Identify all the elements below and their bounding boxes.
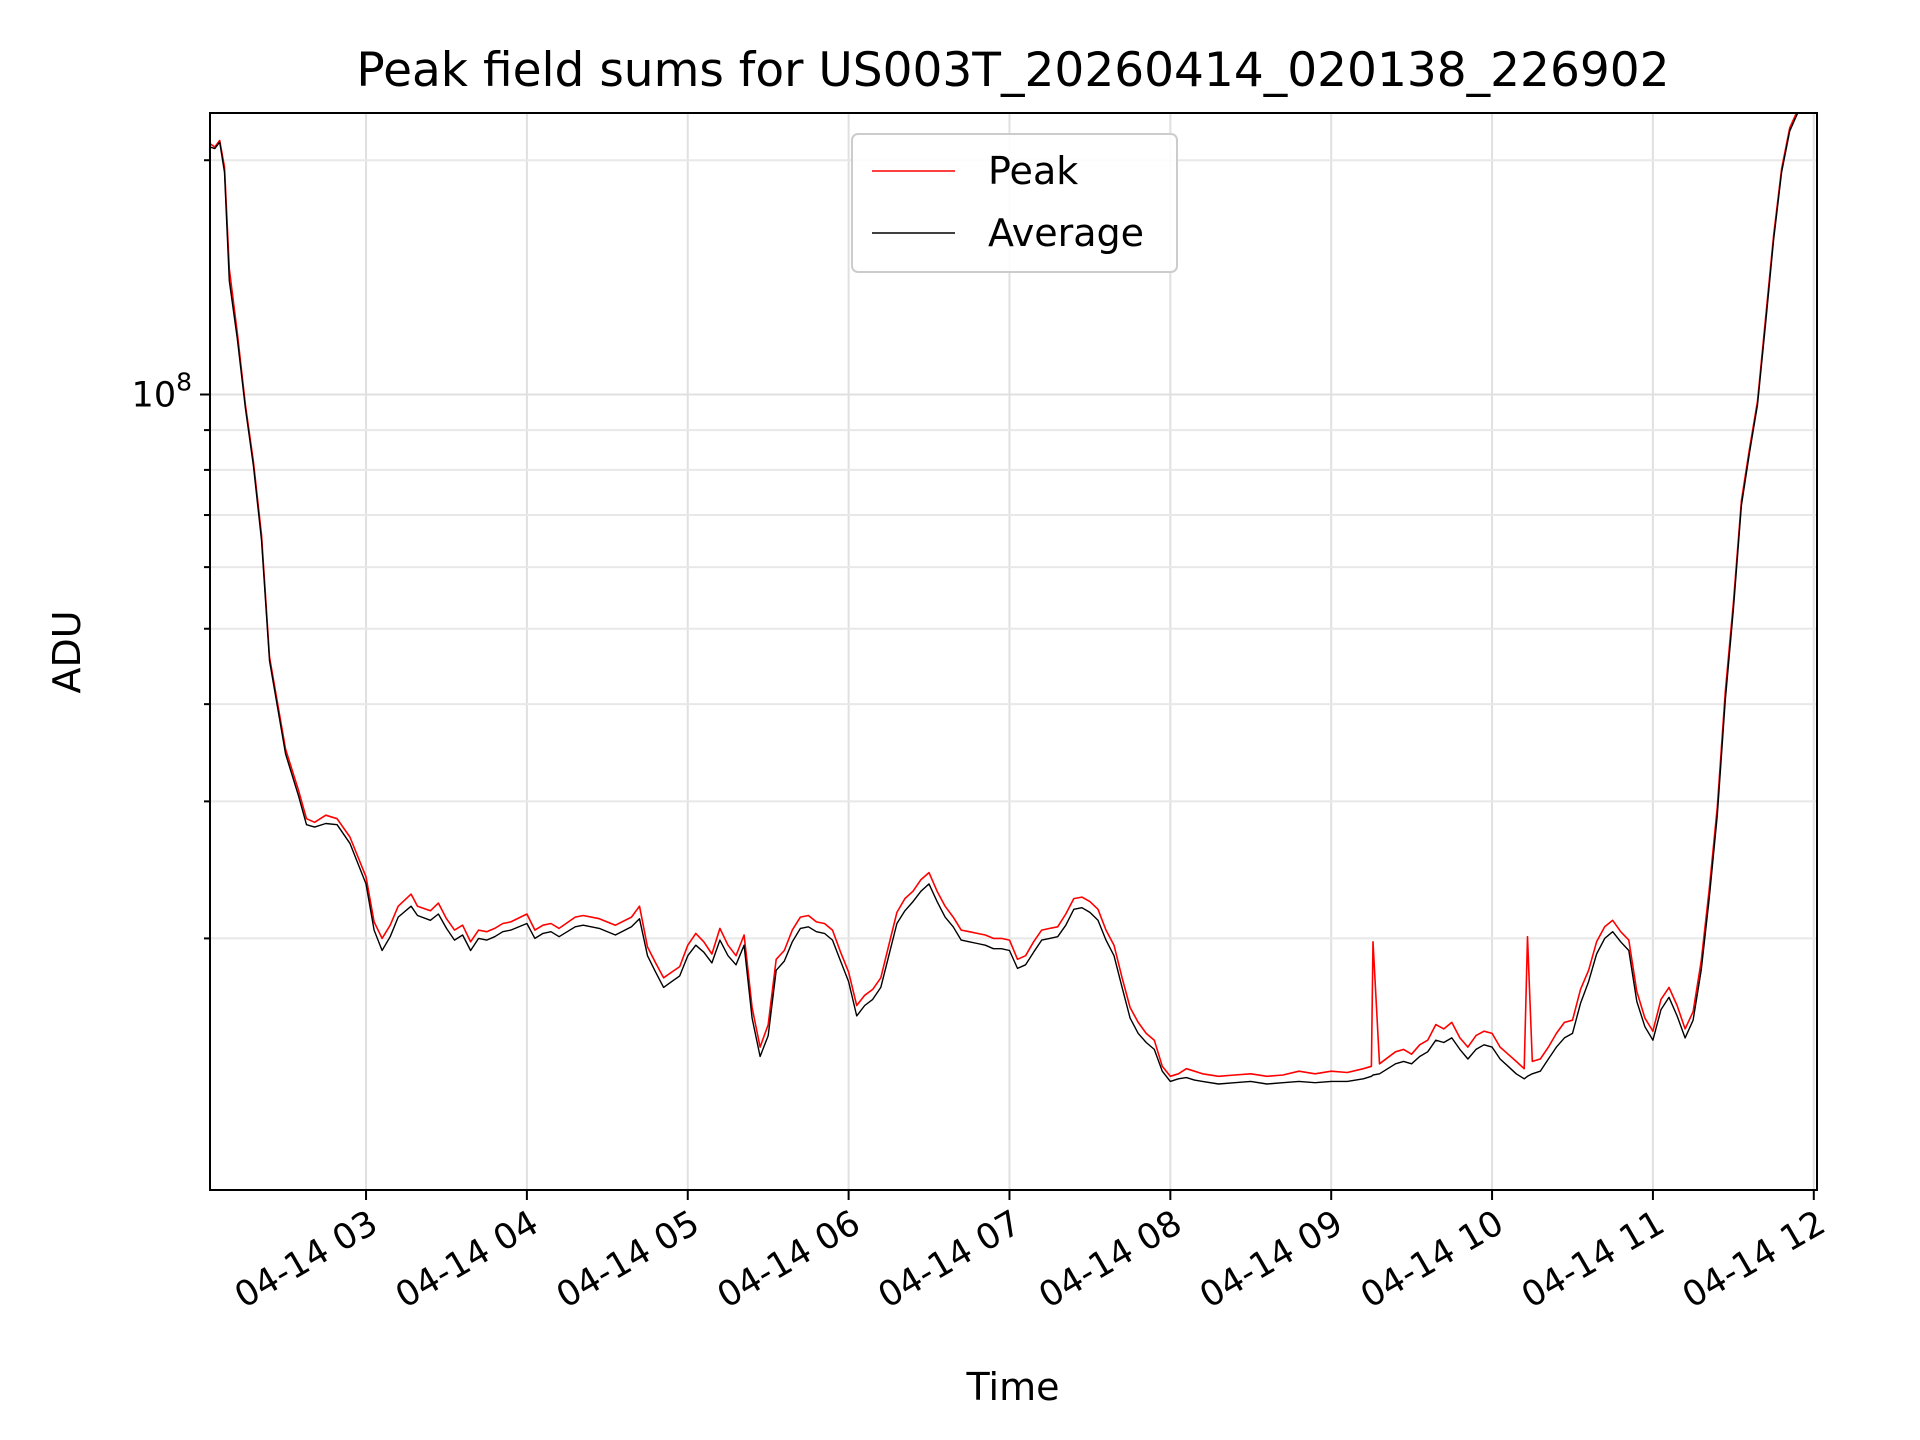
x-tick-label: 04-14 03	[228, 1203, 384, 1316]
series-line-peak	[210, 113, 1798, 1078]
y-tick-label-exponent: 8	[176, 367, 192, 396]
axes-frame	[209, 112, 1818, 1191]
legend-label-average: Average	[988, 211, 1144, 255]
y-axis-ticks: 108	[132, 159, 210, 940]
x-axis-ticks: 04-14 03 04-14 04 04-14 05 04-14 06 04-14 07…	[228, 1190, 1832, 1316]
x-tick-label: 04-14 12	[1676, 1203, 1832, 1316]
chart-title: Peak field sums for US003T_20260414_0201…	[356, 43, 1669, 98]
x-tick-label: 04-14 11	[1515, 1203, 1671, 1316]
x-tick-label: 04-14 10	[1354, 1203, 1510, 1316]
x-tick-label: 04-14 07	[872, 1203, 1028, 1316]
series-layer	[210, 113, 1799, 1085]
x-tick-label: 04-14 04	[389, 1203, 545, 1316]
x-axis-label: Time	[966, 1365, 1060, 1409]
grid-layer	[210, 113, 1817, 1190]
y-axis-label: ADU	[45, 610, 89, 693]
x-tick-label: 04-14 06	[711, 1203, 867, 1316]
series-line-average	[210, 113, 1799, 1085]
x-tick-label: 04-14 08	[1033, 1203, 1189, 1316]
x-tick-label: 04-14 05	[550, 1203, 706, 1316]
y-tick-label-base: 10	[132, 375, 177, 415]
legend-box	[851, 133, 1178, 273]
y-tick-label: 108	[132, 367, 192, 415]
legend: Peak Average	[851, 133, 1178, 273]
legend-label-peak: Peak	[988, 149, 1078, 193]
x-tick-label: 04-14 09	[1193, 1203, 1349, 1316]
